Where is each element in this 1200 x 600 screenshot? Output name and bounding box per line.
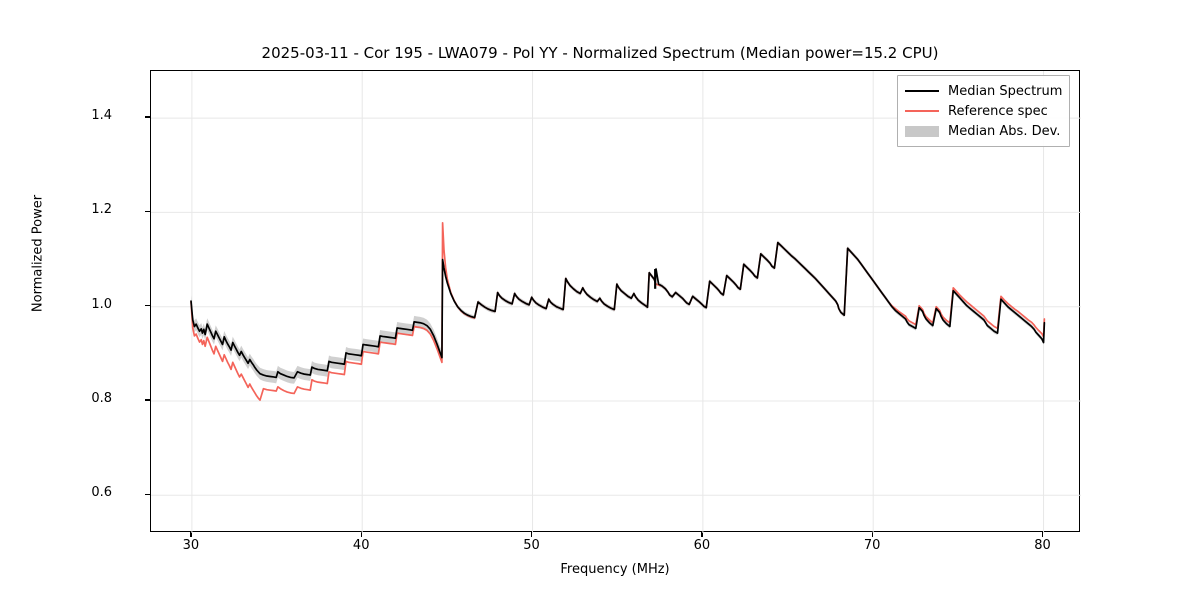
- x-tick-mark: [701, 532, 703, 537]
- plot-area: [150, 70, 1081, 533]
- legend-item-reference-spec: Reference spec: [905, 101, 1062, 121]
- x-tick-mark: [530, 532, 533, 537]
- y-tick-mark: [145, 493, 150, 495]
- y-tick-label: 0.8: [91, 391, 112, 406]
- x-tick-label: 80: [1034, 538, 1051, 553]
- legend-swatch-line-icon: [905, 104, 939, 118]
- y-axis-label: Normalized Power: [30, 194, 46, 313]
- chart-title: 2025-03-11 - Cor 195 - LWA079 - Pol YY -…: [261, 44, 939, 62]
- y-tick-mark: [145, 210, 150, 213]
- x-tick-label: 70: [863, 538, 881, 553]
- x-tick-label: 40: [352, 538, 370, 553]
- y-tick-label: 0.6: [91, 485, 112, 501]
- legend-label-median-spectrum: Median Spectrum: [948, 83, 1063, 99]
- x-tick-mark: [190, 532, 192, 537]
- legend-swatch-patch-icon: [905, 124, 939, 138]
- x-tick-label: 60: [693, 538, 711, 553]
- x-tick-label: 30: [182, 538, 200, 553]
- legend-item-median-abs-dev: Median Abs. Dev.: [905, 121, 1062, 141]
- y-tick-label: 1.2: [91, 202, 112, 218]
- x-tick-mark: [871, 532, 873, 537]
- y-tick-mark: [145, 305, 150, 307]
- x-tick-mark: [360, 532, 362, 537]
- legend-swatch-line-icon: [905, 84, 939, 98]
- x-axis-label: Frequency (MHz): [560, 562, 670, 577]
- legend-label-median-abs-dev: Median Abs. Dev.: [948, 123, 1061, 139]
- series-median-spectrum: [190, 241, 1046, 379]
- spectrum-plot: [151, 71, 1081, 533]
- legend-label-reference-spec: Reference spec: [948, 103, 1048, 119]
- y-tick-mark: [145, 116, 150, 118]
- chart-legend: Median Spectrum Reference spec Median Ab…: [897, 75, 1071, 147]
- y-tick-mark: [145, 399, 150, 401]
- y-tick-label: 1.0: [91, 296, 112, 312]
- mad-band: [191, 240, 1045, 384]
- legend-item-median-spectrum: Median Spectrum: [905, 81, 1062, 101]
- x-tick-mark: [1041, 532, 1044, 537]
- x-tick-label: 50: [523, 538, 540, 553]
- y-tick-label: 1.4: [91, 108, 112, 124]
